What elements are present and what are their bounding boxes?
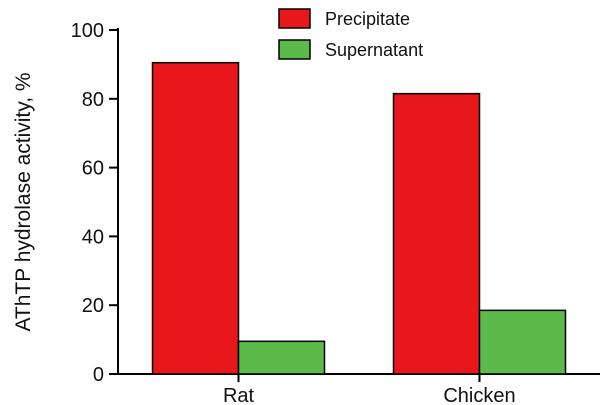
y-axis: 0 20 40 60 80 100	[71, 20, 119, 386]
legend-swatch-supernatant	[278, 39, 311, 60]
y-tick-label: 0	[93, 364, 104, 386]
legend-swatch-precipitate	[278, 8, 311, 29]
bars	[151, 61, 567, 375]
y-tick-label: 100	[71, 20, 104, 42]
y-tick-label: 40	[82, 226, 104, 248]
y-tick-label: 80	[82, 89, 104, 111]
y-axis-title: AThTP hydrolase activity, %	[12, 72, 35, 331]
y-tick-label: 20	[82, 295, 104, 317]
bar-supernatant-chicken	[478, 309, 567, 375]
bar-precipitate-rat	[151, 61, 240, 375]
x-tick-label: Chicken	[443, 385, 515, 405]
bar-precipitate-chicken	[392, 92, 481, 375]
legend-label-supernatant: Supernatant	[325, 40, 423, 60]
bar-supernatant-rat	[237, 340, 326, 375]
x-axis: Rat Chicken	[118, 373, 600, 405]
x-tick-label: Rat	[223, 385, 255, 405]
legend: Precipitate Supernatant	[278, 8, 423, 60]
y-tick-label: 60	[82, 158, 104, 180]
legend-label-precipitate: Precipitate	[325, 9, 410, 29]
